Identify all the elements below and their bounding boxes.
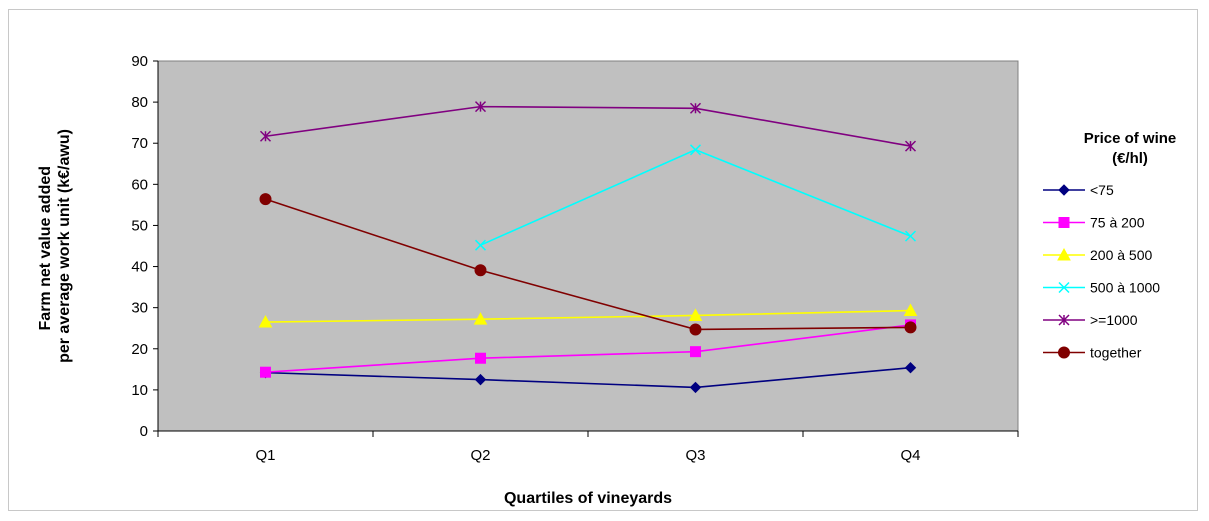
legend: Price of wine (€/hl) <75 75 à 200 200 à 50… bbox=[1043, 130, 1176, 361]
legend-item: together bbox=[1043, 345, 1142, 361]
y-tick-label: 50 bbox=[131, 217, 148, 234]
data-point bbox=[689, 381, 702, 394]
series-3 bbox=[474, 144, 917, 251]
series-line bbox=[265, 198, 911, 331]
x-axis-title: Quartiles of vineyards bbox=[504, 490, 672, 507]
legend-swatch-marker bbox=[1057, 247, 1071, 261]
legend-swatch-marker bbox=[1058, 281, 1070, 294]
y-tick-label: 70 bbox=[131, 135, 148, 152]
data-point bbox=[259, 193, 272, 206]
data-point bbox=[904, 361, 917, 374]
y-axis-title: Farm net value added per average work un… bbox=[37, 129, 73, 363]
legend-item: 500 à 1000 bbox=[1043, 280, 1160, 296]
legend-label: 75 à 200 bbox=[1090, 215, 1145, 231]
legend-item: <75 bbox=[1043, 182, 1114, 198]
series-line bbox=[265, 366, 911, 389]
legend-label: together bbox=[1090, 345, 1142, 361]
legend-title-line-1: Price of wine bbox=[1084, 130, 1177, 147]
data-point bbox=[689, 102, 702, 114]
data-point bbox=[689, 144, 702, 156]
legend-label: <75 bbox=[1090, 182, 1114, 198]
data-point bbox=[474, 264, 487, 277]
legend-swatch-marker bbox=[1058, 346, 1070, 359]
plot-area bbox=[157, 60, 1019, 432]
axes: 0 10 20 30 40 50 60 70 80 90 Q1 Q2 Q3 Q4 bbox=[131, 53, 1019, 464]
y-tick-label: 80 bbox=[131, 94, 148, 111]
data-point bbox=[260, 366, 271, 378]
legend-swatch-marker bbox=[1058, 217, 1070, 228]
y-tick-label: 30 bbox=[131, 300, 148, 317]
series-line bbox=[265, 105, 911, 147]
data-point bbox=[258, 315, 273, 328]
marker-stroke bbox=[689, 144, 702, 156]
y-tick-label: 0 bbox=[140, 423, 148, 440]
legend-swatch-marker bbox=[1058, 184, 1070, 196]
y-tick-label: 20 bbox=[131, 341, 148, 358]
data-point bbox=[689, 323, 702, 336]
series-group bbox=[258, 101, 918, 394]
data-point bbox=[474, 239, 487, 251]
legend-title-line-2: (€/hl) bbox=[1112, 150, 1148, 167]
legend-swatch-marker bbox=[1058, 314, 1070, 326]
marker-stroke bbox=[474, 239, 487, 251]
marker-stroke bbox=[904, 230, 917, 242]
legend-label: 500 à 1000 bbox=[1090, 280, 1160, 296]
data-point bbox=[903, 303, 918, 317]
y-axis-title-line-2: per average work unit (k€/awu) bbox=[56, 129, 73, 363]
series-5 bbox=[259, 193, 917, 336]
series-line bbox=[265, 309, 911, 323]
x-tick-label: Q2 bbox=[470, 447, 490, 464]
series-2 bbox=[258, 303, 918, 328]
data-point bbox=[474, 101, 487, 113]
legend-item: >=1000 bbox=[1043, 312, 1138, 328]
y-tick-label: 60 bbox=[131, 176, 148, 193]
series-line bbox=[265, 324, 911, 374]
data-point bbox=[474, 373, 487, 386]
data-point bbox=[473, 312, 488, 325]
data-point bbox=[904, 140, 917, 152]
x-tick-label: Q4 bbox=[900, 447, 920, 464]
legend-label: 200 à 500 bbox=[1090, 247, 1152, 263]
x-tick-label: Q1 bbox=[255, 447, 275, 464]
legend-item: 200 à 500 bbox=[1043, 247, 1152, 263]
data-point bbox=[904, 230, 917, 242]
marker-stroke bbox=[1058, 281, 1070, 294]
legend-label: >=1000 bbox=[1090, 312, 1138, 328]
data-point bbox=[690, 346, 701, 358]
data-point bbox=[904, 321, 917, 334]
series-4 bbox=[259, 101, 917, 152]
y-tick-label: 40 bbox=[131, 259, 148, 276]
plot-background bbox=[157, 60, 1019, 432]
legend-item: 75 à 200 bbox=[1043, 215, 1145, 231]
y-tick-label: 90 bbox=[131, 53, 148, 70]
data-point bbox=[688, 308, 703, 321]
y-tick-label: 10 bbox=[131, 382, 148, 399]
x-tick-label: Q3 bbox=[685, 447, 705, 464]
y-axis-title-line-1: Farm net value added bbox=[37, 166, 54, 331]
data-point bbox=[259, 130, 272, 142]
data-point bbox=[475, 352, 486, 364]
